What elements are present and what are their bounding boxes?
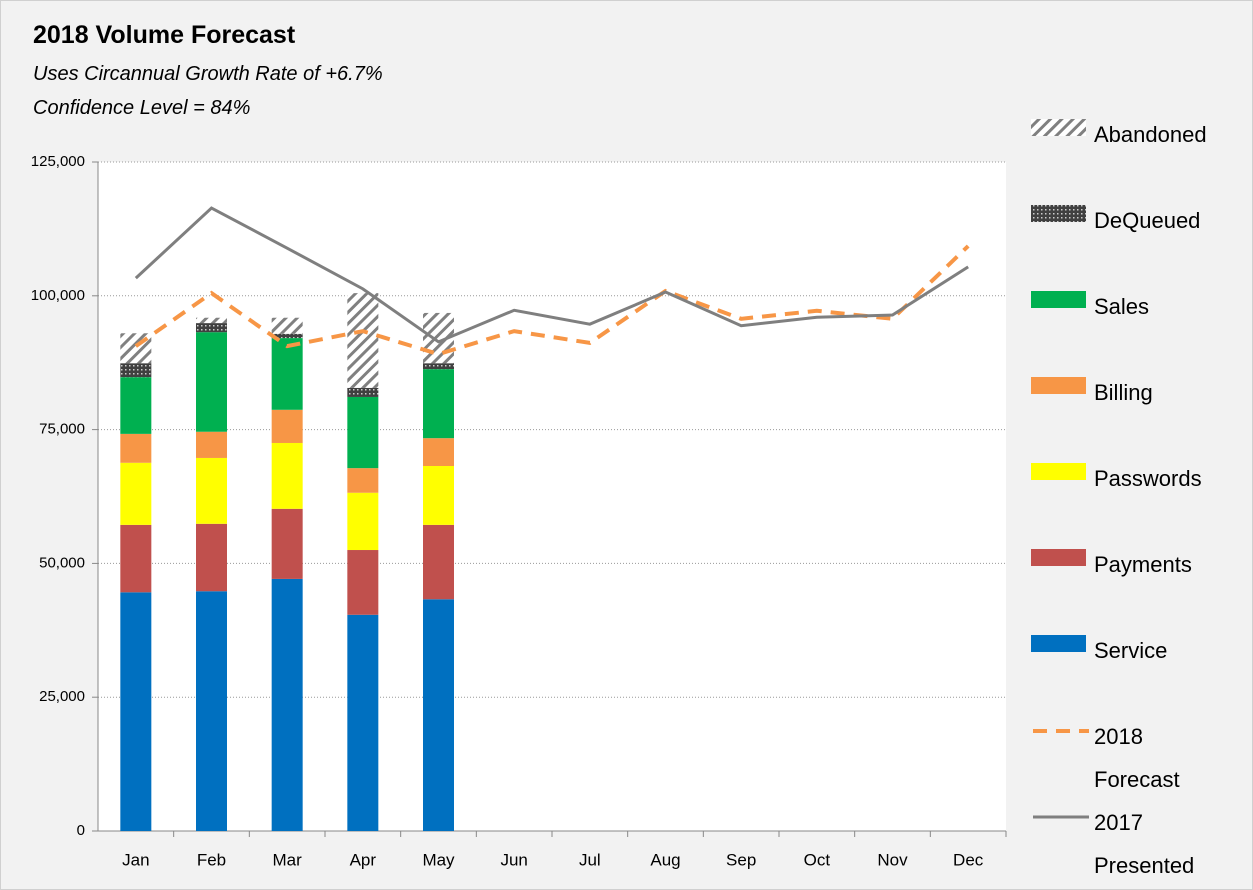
bar-segment <box>347 387 379 397</box>
bar-segment <box>423 438 454 466</box>
chart-title: 2018 Volume Forecast <box>33 21 296 49</box>
legend-swatch-pattern <box>1031 205 1086 222</box>
bar-segment <box>120 363 152 378</box>
bar-segment <box>196 591 227 831</box>
legend-label: DeQueued <box>1094 208 1201 233</box>
legend-swatch <box>1031 205 1086 222</box>
bar-segment <box>196 523 227 592</box>
x-tick-label: Jun <box>500 850 527 869</box>
legend-label: Sales <box>1094 294 1150 319</box>
x-tick-label: Sep <box>726 850 756 869</box>
legend-label: Payments <box>1094 552 1192 577</box>
legend-label: 2017 Presented <box>1094 810 1195 878</box>
bar-segment <box>271 317 303 334</box>
bar-segment <box>120 462 152 525</box>
bar-segment <box>120 524 152 593</box>
x-tick-label: Apr <box>350 850 377 869</box>
plot-area <box>98 162 1006 831</box>
bar-segment <box>196 457 227 524</box>
y-tick-label: 50,000 <box>39 554 85 571</box>
x-tick-label: Mar <box>273 850 303 869</box>
bar-segment <box>120 433 152 463</box>
legend-label: Billing <box>1094 380 1153 405</box>
bar-segment <box>120 377 152 434</box>
x-tick-label: Jan <box>122 850 149 869</box>
legend-swatch <box>1031 463 1086 480</box>
x-tick-label: Oct <box>804 850 831 869</box>
y-tick-label: 25,000 <box>39 688 85 705</box>
bar-segment <box>347 293 379 388</box>
x-tick-label: Aug <box>650 850 680 869</box>
y-tick-label: 125,000 <box>31 153 85 170</box>
bar-segment <box>196 323 227 333</box>
bar-segment <box>423 363 454 370</box>
annotation: Confidence Level = 84% <box>33 97 251 119</box>
line-series <box>134 206 969 344</box>
y-tick-label: 100,000 <box>31 287 85 304</box>
x-tick-label: May <box>422 850 455 869</box>
legend-label: Service <box>1094 638 1168 663</box>
bar-segment <box>196 332 227 432</box>
line-series <box>134 244 970 357</box>
bar-segment <box>271 578 303 831</box>
bar-segment <box>347 492 379 551</box>
bar-segment <box>347 550 379 615</box>
legend-swatch <box>1031 291 1086 308</box>
legend-label: Abandoned <box>1094 122 1207 147</box>
bar-segment <box>347 614 379 831</box>
bar-segment <box>271 442 303 509</box>
bar-segment <box>271 338 303 410</box>
bar-segment <box>196 431 227 458</box>
legend-swatch <box>1031 119 1086 136</box>
bar-segment <box>347 396 379 469</box>
bar-segment <box>347 468 379 493</box>
bar-segment <box>196 317 227 324</box>
bar-segment <box>271 508 303 579</box>
bar-segment <box>423 524 454 600</box>
legend-label: Passwords <box>1094 466 1202 491</box>
legend-label: 2018 Forecast <box>1094 724 1180 792</box>
legend-swatch <box>1031 635 1086 652</box>
x-tick-label: Dec <box>953 850 984 869</box>
x-tick-label: Jul <box>579 850 601 869</box>
bar-segment <box>271 333 303 339</box>
subtitle: Uses Circannual Growth Rate of +6.7% <box>33 63 383 85</box>
bar-segment <box>120 592 152 831</box>
bar-segment <box>423 599 454 831</box>
x-tick-label: Feb <box>197 850 226 869</box>
y-tick-label: 0 <box>77 822 85 839</box>
y-tick-label: 75,000 <box>39 421 85 438</box>
bar-segment <box>423 465 454 525</box>
bar-segment <box>271 409 303 443</box>
x-tick-label: Nov <box>877 850 908 869</box>
legend-swatch <box>1031 549 1086 566</box>
legend-swatch-pattern <box>1031 119 1086 136</box>
bar-segment <box>423 369 454 439</box>
legend-swatch <box>1031 377 1086 394</box>
